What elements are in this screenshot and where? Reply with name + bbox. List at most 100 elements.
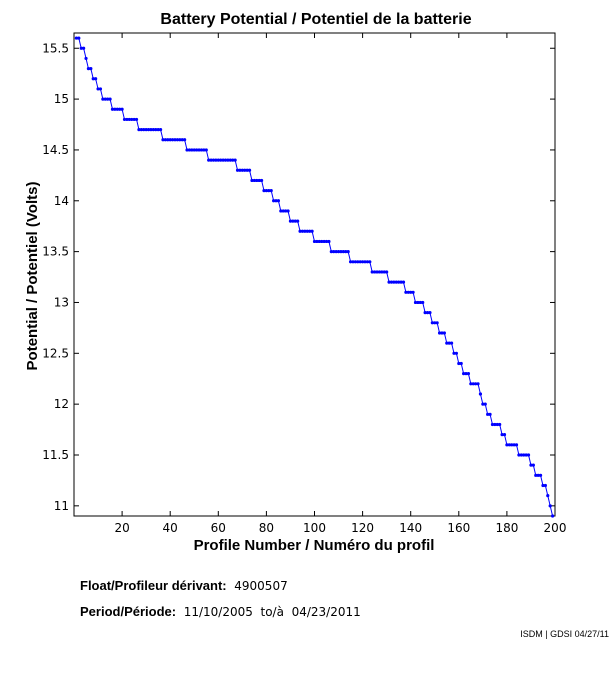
data-point (103, 97, 107, 101)
data-point (368, 260, 372, 264)
data-point (341, 250, 345, 254)
data-point (245, 168, 249, 172)
data-point (546, 494, 550, 498)
data-point (281, 209, 285, 213)
data-point (240, 168, 244, 172)
data-point (358, 260, 362, 264)
data-point (274, 199, 278, 203)
data-point (118, 107, 122, 111)
data-point (517, 453, 521, 457)
series-battery (74, 36, 555, 518)
data-point (231, 158, 235, 162)
data-point (332, 250, 336, 254)
data-point (178, 138, 182, 142)
data-point (216, 158, 220, 162)
data-point (247, 168, 252, 172)
data-point (351, 260, 355, 264)
data-point (166, 138, 170, 142)
data-point (202, 148, 206, 152)
data-point (538, 473, 543, 477)
data-point (106, 97, 110, 101)
data-point (113, 107, 117, 111)
data-point (437, 331, 442, 335)
data-point (322, 239, 326, 244)
x-tick-label: 80 (259, 521, 274, 535)
data-point (346, 250, 350, 254)
data-point (89, 66, 93, 71)
data-point (510, 443, 514, 447)
data-point (154, 128, 158, 132)
data-point (130, 117, 134, 122)
data-point (447, 341, 451, 345)
data-point (425, 311, 430, 315)
data-point (175, 138, 180, 142)
x-tick-label: 180 (495, 521, 518, 535)
data-point (84, 56, 88, 61)
data-point (385, 270, 389, 274)
data-point (101, 97, 105, 101)
y-tick-label: 15.5 (42, 41, 69, 55)
data-point (94, 77, 98, 81)
data-point (173, 138, 177, 142)
x-tick-label: 120 (351, 521, 374, 535)
data-point (146, 128, 151, 132)
data-point (392, 280, 396, 284)
data-point (151, 128, 155, 132)
data-point (209, 158, 213, 162)
data-point (317, 239, 321, 244)
data-point (243, 168, 247, 172)
data-point (382, 270, 386, 274)
data-point (276, 199, 281, 203)
data-point (74, 36, 79, 40)
data-point (300, 229, 305, 233)
chart-title: Battery Potential / Potentiel de la batt… (160, 11, 471, 28)
data-point (336, 250, 341, 254)
data-point (267, 189, 271, 193)
data-point (156, 128, 160, 132)
data-point (264, 189, 268, 193)
data-point (235, 168, 240, 172)
data-point (476, 382, 480, 386)
data-point (183, 138, 187, 142)
data-point (522, 453, 526, 457)
data-point (329, 250, 333, 254)
y-tick-label: 13 (54, 295, 69, 309)
data-point (320, 239, 324, 244)
data-point (490, 422, 495, 427)
data-point (120, 107, 124, 111)
data-point (221, 158, 225, 162)
float-label: Float/Profileur dérivant: (80, 578, 227, 593)
data-point (226, 158, 230, 162)
data-point (291, 219, 295, 223)
data-point (115, 107, 119, 111)
data-point (180, 138, 184, 142)
data-point (252, 178, 256, 183)
data-point (344, 250, 348, 254)
data-point (399, 280, 403, 284)
data-point (454, 351, 458, 355)
x-tick-label: 40 (163, 521, 178, 535)
data-point (192, 148, 196, 152)
data-point (526, 453, 531, 457)
data-point (440, 331, 444, 335)
data-point (324, 239, 329, 244)
data-point (190, 148, 194, 152)
data-point (481, 402, 485, 406)
data-point (502, 433, 507, 437)
data-point (524, 453, 528, 457)
period-label: Period/Période: (80, 604, 177, 619)
data-point (185, 148, 189, 152)
data-point (462, 372, 466, 376)
data-point (423, 311, 427, 315)
data-point (334, 250, 338, 254)
data-point (356, 260, 360, 264)
data-point (534, 473, 538, 477)
data-point (531, 463, 535, 467)
data-point (469, 382, 473, 386)
x-tick-label: 160 (447, 521, 470, 535)
data-point (279, 209, 283, 213)
data-point (548, 504, 552, 508)
data-point (233, 158, 237, 162)
data-point (199, 148, 204, 152)
